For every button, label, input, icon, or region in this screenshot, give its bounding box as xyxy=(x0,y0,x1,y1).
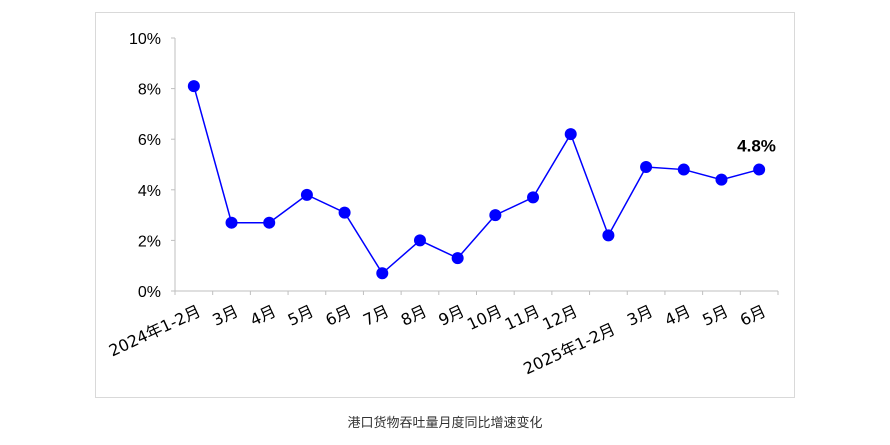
x-tick-label: 6月 xyxy=(323,301,355,329)
data-point xyxy=(527,191,540,204)
x-tick-label: 9月 xyxy=(436,301,468,329)
data-point xyxy=(225,216,238,229)
x-tick-label: 2024年1-2月 xyxy=(106,301,204,360)
x-tick-label: 7月 xyxy=(360,301,392,329)
data-point xyxy=(715,173,728,186)
data-point xyxy=(300,188,313,201)
data-point xyxy=(451,252,464,265)
y-tick-label: 6% xyxy=(138,132,161,149)
x-tick-label: 11月 xyxy=(502,301,543,334)
data-point xyxy=(677,163,690,176)
y-tick-label: 4% xyxy=(138,183,161,200)
data-label: 4.8% xyxy=(737,137,776,156)
data-point xyxy=(187,80,200,93)
y-tick-label: 10% xyxy=(129,31,161,48)
y-tick-label: 2% xyxy=(138,233,161,250)
x-tick-label: 5月 xyxy=(699,301,731,329)
data-point xyxy=(338,206,351,219)
x-tick-label: 4月 xyxy=(662,301,694,329)
y-tick-label: 8% xyxy=(138,82,161,99)
series-line xyxy=(193,85,760,275)
data-point xyxy=(376,267,389,280)
x-tick-label: 5月 xyxy=(285,301,317,329)
chart-frame xyxy=(95,12,795,398)
data-point xyxy=(564,128,577,141)
data-point xyxy=(602,229,615,242)
y-tick-label: 0% xyxy=(138,284,161,301)
x-tick-label: 6月 xyxy=(737,301,769,329)
x-tick-label: 3月 xyxy=(209,301,241,329)
data-point xyxy=(413,234,426,247)
x-tick-label: 10月 xyxy=(464,301,505,334)
data-point xyxy=(489,209,502,222)
x-tick-label: 3月 xyxy=(624,301,656,329)
data-point xyxy=(263,216,276,229)
data-point xyxy=(640,161,653,174)
x-tick-label: 4月 xyxy=(247,301,279,329)
x-tick-label: 12月 xyxy=(539,301,580,334)
x-tick-label: 8月 xyxy=(398,301,430,329)
x-tick-label: 2025年1-2月 xyxy=(520,319,618,378)
data-point xyxy=(753,163,766,176)
chart-caption: 港口货物吞吐量月度同比增速变化 xyxy=(347,416,543,431)
